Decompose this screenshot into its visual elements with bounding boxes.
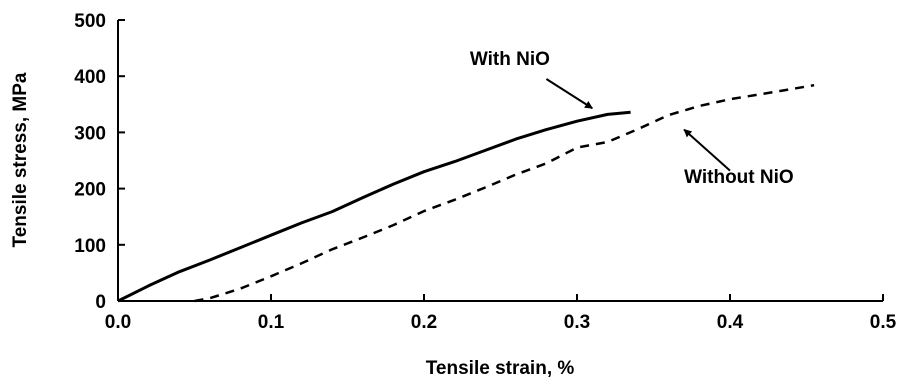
x-tick-label: 0.1 xyxy=(258,312,285,333)
y-tick-label: 0 xyxy=(95,292,106,313)
series-without-nio-line xyxy=(194,83,815,303)
x-tick-label: 0.4 xyxy=(717,312,744,333)
annotation-without-nio: Without NiO xyxy=(684,167,794,188)
axes: 0 100 200 300 400 500 0.0 0.1 0.2 0.3 0.4 0.5 xyxy=(74,11,896,333)
y-tick-label: 500 xyxy=(74,11,106,32)
series-with-nio-line xyxy=(117,110,631,303)
annotation-layer: With NiO Without NiO xyxy=(470,49,794,188)
annotation-with-nio: With NiO xyxy=(470,49,550,70)
x-tick-label: 0.3 xyxy=(564,312,590,333)
x-tick-label: 0.2 xyxy=(411,312,437,333)
y-axis-title: Tensile stress, MPa xyxy=(10,72,31,247)
y-tick-label: 400 xyxy=(74,67,106,88)
y-tick-label: 100 xyxy=(74,236,106,257)
series-layer xyxy=(117,83,815,303)
y-tick-label: 300 xyxy=(74,123,106,144)
annotation-arrow-with-nio xyxy=(545,78,593,110)
x-tick-label: 0.5 xyxy=(870,312,897,333)
x-axis-title: Tensile strain, % xyxy=(426,358,575,379)
y-tick-label: 200 xyxy=(74,180,106,201)
x-tick-label: 0.0 xyxy=(105,312,131,333)
annotation-arrow-without-nio xyxy=(683,128,731,172)
